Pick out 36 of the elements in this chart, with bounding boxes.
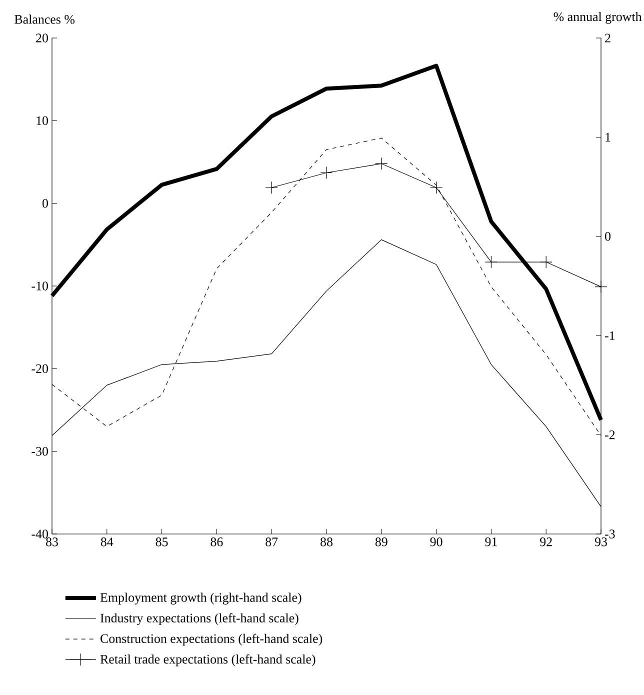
y2-axis-title: % annual growth [554,12,642,24]
legend-label: Retail trade expectations (left-hand scale) [100,654,316,666]
x-tick-label: 88 [320,538,332,546]
legend-label: Employment growth (right-hand scale) [100,592,302,605]
y-tick-label: -20 [32,364,48,374]
x-tick-label: 83 [46,538,58,546]
x-tick-label: 84 [100,538,114,546]
y-tick-label: -30 [32,446,48,456]
x-tick-label: 90 [430,538,442,546]
x-tick-label: 86 [210,538,223,546]
y-tick-label: -10 [32,282,48,290]
x-tick-label: 87 [266,538,278,546]
point [375,157,388,170]
x-tick-label: 91 [485,538,497,546]
y2-tick-label: -1 [605,331,615,340]
y-axis-title: Balances % [14,14,75,24]
point [320,166,333,180]
y2-tick-label: -3 [605,530,615,538]
point [540,256,552,268]
x-tick-label: 92 [540,538,552,546]
y2-tick-label: 1 [606,132,610,142]
x-tick-label: 93 [594,538,607,546]
point [430,181,443,194]
point [484,256,498,268]
y-tick-label: 0 [42,198,48,208]
y-tick-label: 10 [36,116,48,126]
legend-label: Industry expectations (left-hand scale) [100,613,298,626]
y2-tick-label: -2 [605,430,615,440]
legend-label: Construction expectations (left-hand scale) [100,634,322,646]
y-tick-label: -40 [32,530,48,538]
y-tick-label: 20 [36,34,48,42]
y2-tick-label: 0 [605,232,611,241]
y2-tick-label: 2 [605,34,610,42]
x-tick-label: 89 [375,538,388,546]
point [265,181,278,194]
x-tick-label: 85 [156,538,168,546]
